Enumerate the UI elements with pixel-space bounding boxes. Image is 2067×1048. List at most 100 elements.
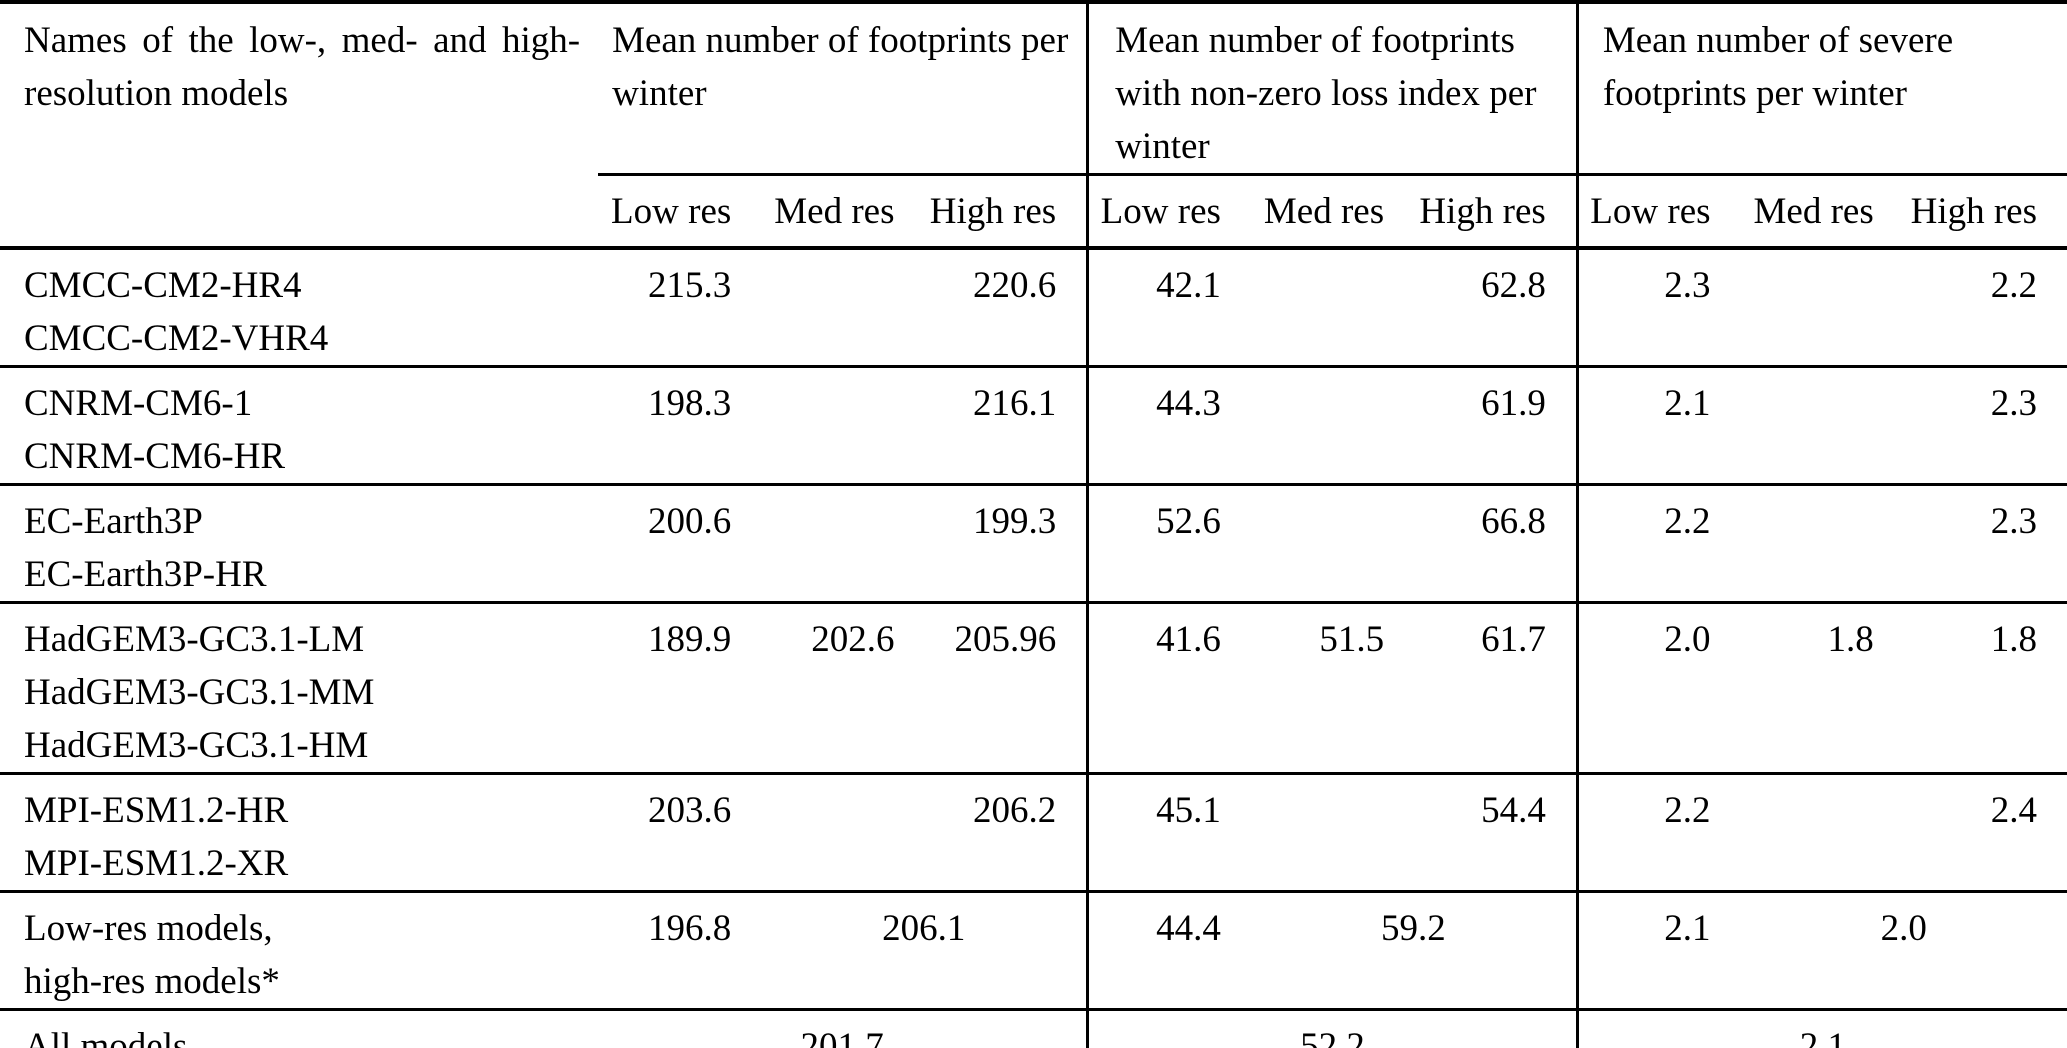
value-cell: 1.8: [1903, 602, 2067, 775]
value-cell: 2.3: [1903, 484, 2067, 604]
value-cell: 189.9: [598, 602, 762, 775]
value-cell: 52.6: [1086, 484, 1251, 604]
subheader-g2-high: High res: [1414, 174, 1578, 250]
value-cell: 44.4: [1086, 891, 1251, 1011]
group2-line2: with non-zero loss index per: [1115, 73, 1537, 114]
value-cell: 199.3: [924, 484, 1088, 604]
value-cell: 2.2: [1903, 248, 2067, 368]
value-cell: 202.6: [761, 602, 925, 775]
model-names: CNRM-CM6-1 CNRM-CM6-HR: [0, 366, 599, 486]
value-cell: [761, 248, 925, 368]
value-cell: 2.3: [1903, 366, 2067, 486]
models-header-line1: Names of the low-, med- and high-: [24, 20, 581, 61]
value-cell: [761, 366, 925, 486]
group2-line3: winter: [1115, 126, 1210, 167]
table-row-cnrm: CNRM-CM6-1 CNRM-CM6-HR 198.3 216.1 44.3 …: [0, 366, 2067, 486]
value-cell-span: 59.2: [1250, 891, 1578, 1011]
value-cell: [761, 773, 925, 893]
value-cell: 220.6: [924, 248, 1088, 368]
model-names: Low-res models, high-res models*: [0, 891, 599, 1011]
table-row-hadgem: HadGEM3-GC3.1-LM HadGEM3-GC3.1-MM HadGEM…: [0, 602, 2067, 775]
value-cell-span: 206.1: [761, 891, 1088, 1011]
value-cell: 51.5: [1250, 602, 1415, 775]
value-cell-span: 201.7: [598, 1009, 1088, 1048]
model-name: Low-res models,: [24, 908, 273, 949]
model-name: HadGEM3-GC3.1-LM: [24, 619, 365, 660]
model-names: MPI-ESM1.2-HR MPI-ESM1.2-XR: [0, 773, 599, 893]
value-cell: [1250, 248, 1415, 368]
value-cell: 54.4: [1414, 773, 1578, 893]
table-row-lowres-highres-means: Low-res models, high-res models* 196.8 2…: [0, 891, 2067, 1011]
group3-line1: Mean number of severe: [1602, 20, 1954, 61]
table-row-ecearth: EC-Earth3P EC-Earth3P-HR 200.6 199.3 52.…: [0, 484, 2067, 604]
value-cell: [1740, 248, 1904, 368]
subheader-g1-low: Low res: [598, 174, 762, 250]
value-cell-span: 2.0: [1740, 891, 2067, 1011]
value-cell: 66.8: [1414, 484, 1578, 604]
group-header-nonzero-loss: Mean number of footprints with non-zero …: [1086, 2, 1578, 176]
model-name: CMCC-CM2-HR4: [24, 265, 302, 306]
value-cell: 2.3: [1575, 248, 1741, 368]
value-cell: 2.2: [1575, 484, 1741, 604]
value-cell: [1250, 484, 1415, 604]
group3-line2: footprints per winter: [1602, 73, 1907, 114]
models-column-header: Names of the low-, med- and high- resolu…: [0, 2, 599, 250]
value-cell: 206.2: [924, 773, 1088, 893]
row-label: All models: [0, 1009, 599, 1048]
model-name: EC-Earth3P-HR: [24, 554, 267, 595]
model-name: HadGEM3-GC3.1-HM: [24, 725, 369, 766]
table-row-all-models: All models 201.7 52.2 2.1: [0, 1009, 2067, 1048]
value-cell: 2.1: [1575, 366, 1741, 486]
subheader-g1-med: Med res: [761, 174, 925, 250]
model-names: HadGEM3-GC3.1-LM HadGEM3-GC3.1-MM HadGEM…: [0, 602, 599, 775]
value-cell: 45.1: [1086, 773, 1251, 893]
subheader-g3-low: Low res: [1575, 174, 1741, 250]
value-cell: 2.4: [1903, 773, 2067, 893]
value-cell: [1740, 773, 1904, 893]
subheader-g1-high: High res: [924, 174, 1088, 250]
model-name: CMCC-CM2-VHR4: [24, 318, 329, 359]
subheader-g3-high: High res: [1903, 174, 2067, 250]
group1-line2: winter: [612, 73, 707, 114]
model-names: EC-Earth3P EC-Earth3P-HR: [0, 484, 599, 604]
value-cell: 2.2: [1575, 773, 1741, 893]
value-cell: 215.3: [598, 248, 762, 368]
model-name: EC-Earth3P: [24, 501, 203, 542]
value-cell: 216.1: [924, 366, 1088, 486]
model-name: high-res models*: [24, 961, 280, 1002]
value-cell: 203.6: [598, 773, 762, 893]
value-cell: [1740, 366, 1904, 486]
value-cell: [1250, 773, 1415, 893]
header-row-groups: Names of the low-, med- and high- resolu…: [0, 2, 2067, 250]
header-row-resolutions: Low res Med res High res Low res Med res…: [0, 174, 2067, 250]
table-row-cmcc: CMCC-CM2-HR4 CMCC-CM2-VHR4 215.3 220.6 4…: [0, 248, 2067, 368]
value-cell: 198.3: [598, 366, 762, 486]
model-name: MPI-ESM1.2-XR: [24, 843, 289, 884]
value-cell: 2.0: [1575, 602, 1741, 775]
value-cell: 61.9: [1414, 366, 1578, 486]
value-cell: [761, 484, 925, 604]
model-names: CMCC-CM2-HR4 CMCC-CM2-VHR4: [0, 248, 599, 368]
value-cell: 1.8: [1740, 602, 1904, 775]
value-cell: 200.6: [598, 484, 762, 604]
models-header-line2: resolution models: [24, 73, 289, 114]
model-name: MPI-ESM1.2-HR: [24, 790, 289, 831]
value-cell: 62.8: [1414, 248, 1578, 368]
value-cell: 61.7: [1414, 602, 1578, 775]
value-cell: 196.8: [598, 891, 762, 1011]
model-name: HadGEM3-GC3.1-MM: [24, 672, 375, 713]
value-cell-span: 2.1: [1575, 1009, 2067, 1048]
value-cell: 205.96: [924, 602, 1088, 775]
value-cell: 2.1: [1575, 891, 1741, 1011]
value-cell: 42.1: [1086, 248, 1251, 368]
value-cell: [1740, 484, 1904, 604]
value-cell: 44.3: [1086, 366, 1251, 486]
value-cell-span: 52.2: [1086, 1009, 1578, 1048]
group-header-footprints-per-winter: Mean number of footprints per winter: [598, 2, 1088, 176]
subheader-g2-med: Med res: [1250, 174, 1415, 250]
model-name: CNRM-CM6-1: [24, 383, 253, 424]
model-name: CNRM-CM6-HR: [24, 436, 286, 477]
group-header-severe-footprints: Mean number of severe footprints per win…: [1575, 2, 2067, 176]
